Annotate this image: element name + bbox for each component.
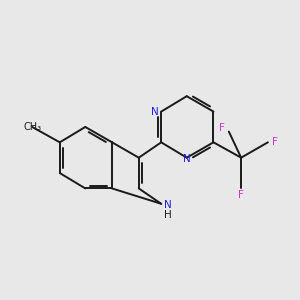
Text: N: N [164,200,172,210]
Text: F: F [219,124,225,134]
Text: H: H [164,211,172,220]
Text: CH₃: CH₃ [23,122,41,132]
Text: N: N [151,106,158,117]
Text: F: F [272,137,278,147]
Text: F: F [238,190,244,200]
Text: N: N [183,154,190,164]
